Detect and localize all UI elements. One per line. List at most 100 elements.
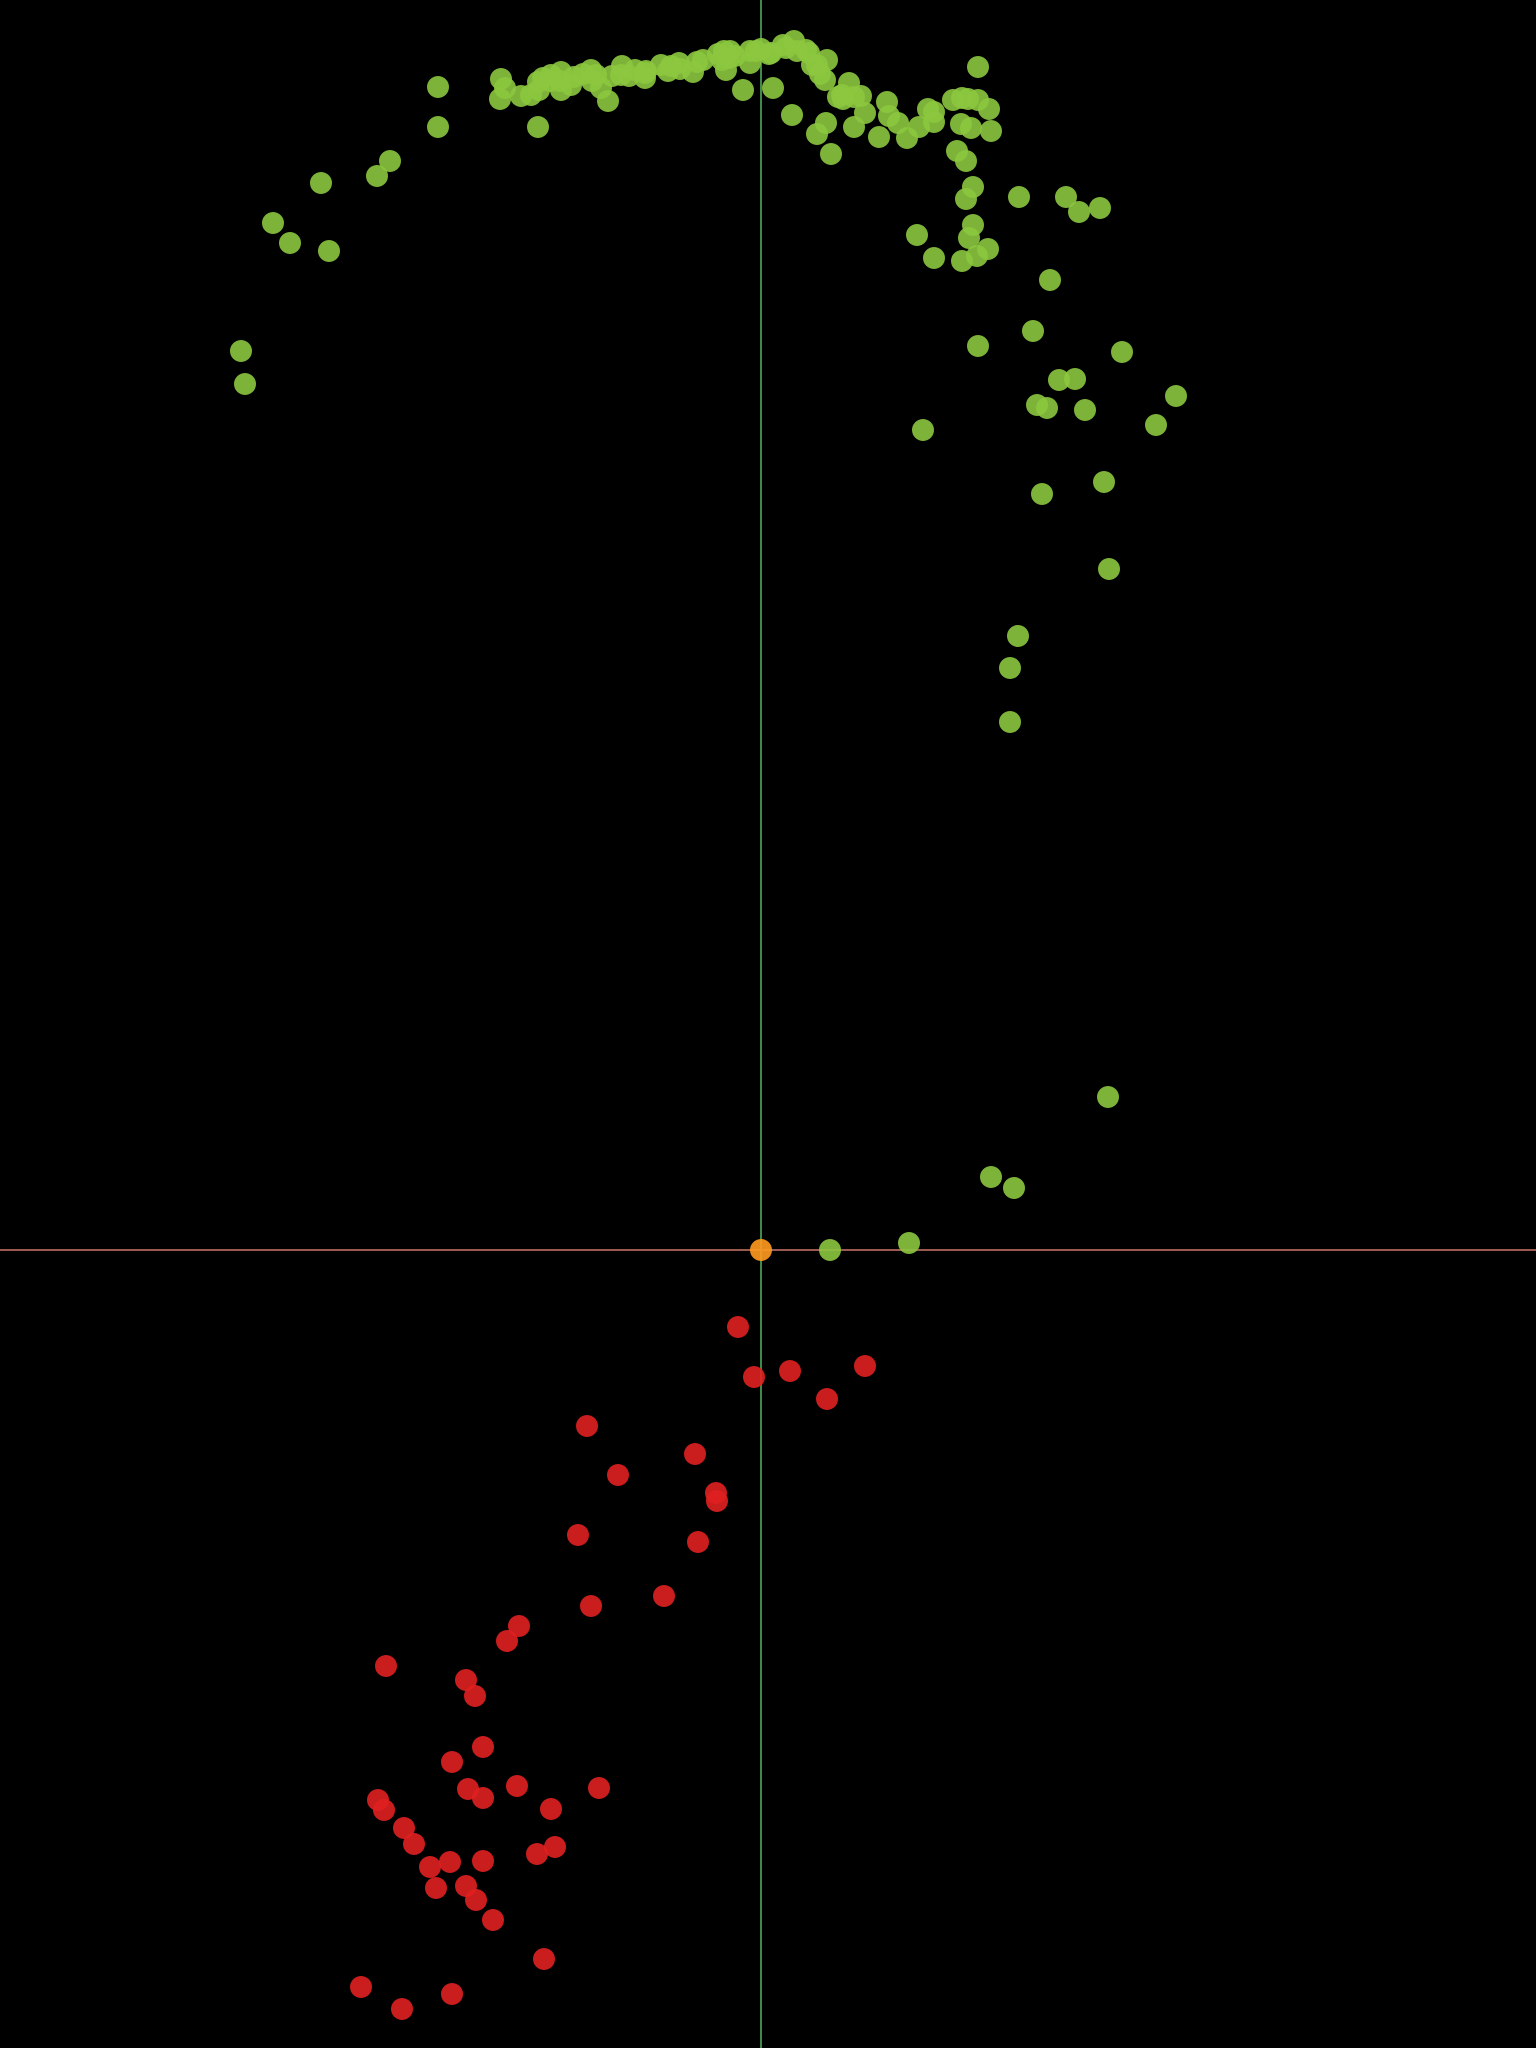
data-point-series-0	[980, 1166, 1002, 1188]
data-point-series-1	[533, 1948, 555, 1970]
data-point-series-0	[814, 69, 836, 91]
data-points	[230, 30, 1187, 2020]
data-point-series-1	[482, 1909, 504, 1931]
data-point-series-0	[262, 212, 284, 234]
data-point-series-1	[441, 1983, 463, 2005]
data-point-series-1	[526, 1843, 548, 1865]
data-point-series-0	[1097, 1086, 1119, 1108]
data-point-series-1	[854, 1355, 876, 1377]
data-point-series-0	[366, 165, 388, 187]
data-point-series-0	[1074, 399, 1096, 421]
data-point-series-0	[1064, 368, 1086, 390]
data-point-series-0	[234, 373, 256, 395]
data-point-series-0	[572, 63, 594, 85]
data-point-series-1	[465, 1889, 487, 1911]
data-point-series-0	[427, 116, 449, 138]
data-point-series-1	[580, 1595, 602, 1617]
data-point-series-1	[419, 1856, 441, 1878]
data-point-series-1	[506, 1775, 528, 1797]
data-point-series-0	[550, 61, 572, 83]
data-point-series-0	[650, 54, 672, 76]
data-point-series-0	[1145, 414, 1167, 436]
data-point-series-0	[610, 64, 632, 86]
data-point-series-0	[1036, 397, 1058, 419]
data-point-series-0	[906, 224, 928, 246]
data-point-series-1	[508, 1615, 530, 1637]
data-point-series-1	[391, 1998, 413, 2020]
data-point-series-0	[230, 340, 252, 362]
data-point-series-0	[912, 419, 934, 441]
data-point-series-1	[727, 1316, 749, 1338]
data-point-series-0	[957, 88, 979, 110]
data-point-series-1	[706, 1490, 728, 1512]
data-point-series-0	[318, 240, 340, 262]
data-point-series-1	[544, 1836, 566, 1858]
data-point-series-1	[684, 1443, 706, 1465]
data-point-series-1	[375, 1655, 397, 1677]
data-point-series-1	[567, 1524, 589, 1546]
data-point-series-1	[464, 1685, 486, 1707]
data-point-series-0	[1031, 483, 1053, 505]
data-point-series-0	[1003, 1177, 1025, 1199]
data-point-series-0	[955, 150, 977, 172]
data-point-series-1	[457, 1778, 479, 1800]
data-point-series-1	[455, 1669, 477, 1691]
data-point-series-0	[427, 76, 449, 98]
data-point-series-0	[980, 120, 1002, 142]
data-point-series-1	[472, 1850, 494, 1872]
data-point-series-1	[425, 1877, 447, 1899]
data-point-series-0	[781, 104, 803, 126]
data-point-series-0	[955, 188, 977, 210]
data-point-series-1	[588, 1777, 610, 1799]
data-point-series-0	[960, 117, 982, 139]
data-point-series-0	[1098, 558, 1120, 580]
data-point-series-0	[732, 79, 754, 101]
data-point-series-1	[653, 1585, 675, 1607]
data-point-series-0	[958, 227, 980, 249]
data-point-series-0	[494, 77, 516, 99]
data-point-series-0	[1165, 385, 1187, 407]
data-point-series-0	[1039, 269, 1061, 291]
data-point-series-1	[472, 1736, 494, 1758]
data-point-series-0	[379, 150, 401, 172]
data-point-series-0	[898, 1232, 920, 1254]
data-point-series-1	[439, 1851, 461, 1873]
data-point-series-0	[762, 77, 784, 99]
data-point-series-0	[527, 116, 549, 138]
data-point-series-0	[1093, 471, 1115, 493]
data-point-series-0	[951, 250, 973, 272]
data-point-series-0	[999, 657, 1021, 679]
data-point-series-0	[783, 30, 805, 52]
data-point-series-1	[373, 1799, 395, 1821]
data-point-series-0	[532, 67, 554, 89]
data-point-series-0	[896, 127, 918, 149]
data-point-series-0	[843, 116, 865, 138]
data-point-series-0	[868, 126, 890, 148]
data-point-series-1	[607, 1464, 629, 1486]
data-point-series-0	[718, 47, 740, 69]
data-point-series-0	[1008, 186, 1030, 208]
data-point-series-0	[999, 711, 1021, 733]
data-point-series-1	[779, 1360, 801, 1382]
data-point-series-1	[441, 1751, 463, 1773]
data-point-series-0	[279, 232, 301, 254]
data-point-series-1	[393, 1817, 415, 1839]
data-point-series-0	[878, 105, 900, 127]
data-point-series-0	[820, 143, 842, 165]
data-point-series-0	[967, 56, 989, 78]
data-point-series-0	[1111, 341, 1133, 363]
data-point-series-0	[1048, 369, 1070, 391]
data-point-series-0	[1089, 197, 1111, 219]
data-point-series-0	[1068, 201, 1090, 223]
data-point-series-1	[540, 1798, 562, 1820]
data-point-series-1	[496, 1630, 518, 1652]
data-point-series-1	[687, 1531, 709, 1553]
data-point-series-0	[850, 85, 872, 107]
data-point-series-0	[1055, 186, 1077, 208]
data-point-series-2	[750, 1239, 772, 1261]
data-point-series-0	[1007, 625, 1029, 647]
data-point-series-0	[923, 247, 945, 269]
data-point-series-0	[815, 112, 837, 134]
